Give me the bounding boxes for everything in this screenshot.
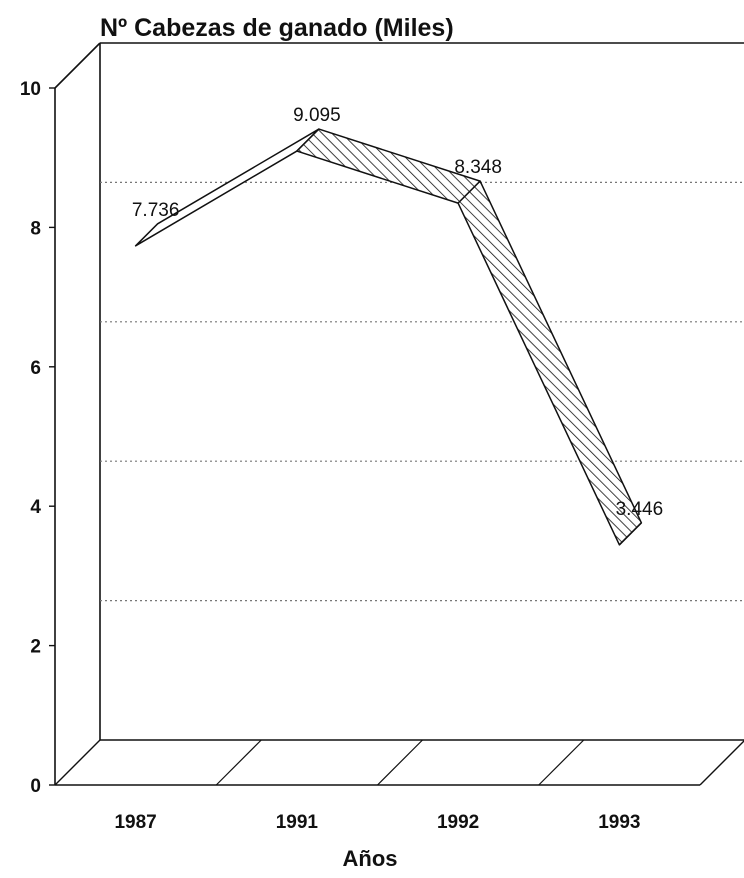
chart-frame (54, 42, 744, 786)
data-label: 7.736 (132, 200, 180, 221)
chart-title: Nº Cabezas de ganado (Miles) (100, 14, 454, 42)
floor-divider (538, 739, 585, 786)
floor-divider (215, 739, 262, 786)
data-label: 9.095 (293, 105, 341, 126)
y-tick-label: 0 (30, 776, 41, 797)
data-label: 3.446 (616, 499, 664, 520)
ribbon-end-edge (618, 522, 642, 546)
x-category-label: 1992 (437, 812, 479, 833)
floor-right-edge (699, 740, 744, 786)
data-label: 8.348 (454, 157, 502, 178)
ribbon-segment (296, 128, 481, 204)
y-tick-label: 6 (30, 358, 41, 379)
ribbon-segment (134, 128, 320, 247)
line-series-ribbon (134, 128, 643, 546)
ribbon-segment (457, 180, 643, 546)
top-depth-edge (54, 42, 101, 89)
x-category-label: 1993 (598, 812, 640, 833)
x-category-label: 1987 (114, 812, 156, 833)
y-tick-label: 2 (30, 637, 41, 658)
grid-lines (100, 181, 744, 602)
y-tick-label: 4 (30, 497, 41, 518)
x-axis-categories: 1987 1991 1992 1993 (114, 812, 640, 833)
x-category-label: 1991 (276, 812, 319, 833)
floor-left-edge (54, 739, 101, 786)
data-labels: 7.736 9.095 8.348 3.446 (132, 105, 663, 520)
x-axis-label: Años (343, 846, 398, 871)
y-tick-label: 8 (30, 218, 41, 239)
y-tick-label: 10 (20, 79, 41, 100)
y-axis-ticks: 0 2 4 6 8 10 (20, 79, 55, 797)
floor-divider (377, 739, 423, 786)
